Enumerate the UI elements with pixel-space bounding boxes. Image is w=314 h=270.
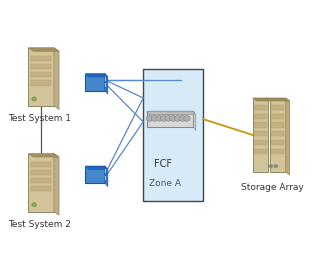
Polygon shape	[54, 154, 59, 215]
FancyBboxPatch shape	[271, 113, 284, 119]
FancyBboxPatch shape	[271, 140, 284, 145]
Polygon shape	[105, 166, 108, 187]
Circle shape	[269, 164, 273, 168]
Circle shape	[32, 203, 36, 207]
FancyBboxPatch shape	[31, 162, 51, 167]
FancyBboxPatch shape	[31, 56, 51, 61]
FancyBboxPatch shape	[270, 98, 286, 172]
Polygon shape	[193, 111, 196, 131]
FancyBboxPatch shape	[28, 154, 54, 212]
FancyBboxPatch shape	[31, 186, 51, 191]
FancyBboxPatch shape	[254, 140, 267, 145]
Circle shape	[32, 97, 36, 101]
Text: Test System 1: Test System 1	[8, 114, 71, 123]
Circle shape	[174, 116, 181, 121]
FancyBboxPatch shape	[271, 131, 284, 136]
Circle shape	[165, 116, 171, 121]
Polygon shape	[286, 98, 290, 175]
FancyBboxPatch shape	[85, 73, 105, 91]
Polygon shape	[147, 111, 196, 115]
FancyBboxPatch shape	[147, 111, 193, 127]
FancyBboxPatch shape	[31, 80, 51, 86]
FancyBboxPatch shape	[254, 149, 267, 154]
Circle shape	[170, 116, 176, 121]
Circle shape	[156, 116, 162, 121]
Polygon shape	[28, 154, 59, 157]
Polygon shape	[85, 73, 108, 77]
FancyBboxPatch shape	[254, 105, 267, 110]
FancyBboxPatch shape	[104, 175, 106, 180]
FancyBboxPatch shape	[104, 168, 106, 173]
FancyBboxPatch shape	[31, 72, 51, 77]
Circle shape	[160, 116, 167, 121]
FancyBboxPatch shape	[104, 76, 106, 81]
FancyBboxPatch shape	[253, 98, 268, 172]
FancyBboxPatch shape	[254, 131, 267, 136]
Text: Storage Array: Storage Array	[241, 183, 304, 192]
Polygon shape	[85, 166, 108, 170]
Circle shape	[184, 116, 190, 121]
Text: Test System 2: Test System 2	[8, 220, 71, 229]
FancyBboxPatch shape	[254, 122, 267, 128]
FancyBboxPatch shape	[85, 166, 105, 183]
FancyBboxPatch shape	[271, 122, 284, 128]
Polygon shape	[28, 48, 59, 51]
Text: FCF: FCF	[154, 159, 172, 169]
FancyBboxPatch shape	[31, 64, 51, 69]
Text: Zone A: Zone A	[149, 180, 181, 188]
Polygon shape	[54, 48, 59, 109]
Polygon shape	[253, 98, 290, 101]
FancyBboxPatch shape	[104, 82, 106, 87]
FancyBboxPatch shape	[31, 170, 51, 175]
Circle shape	[179, 116, 186, 121]
FancyBboxPatch shape	[31, 178, 51, 183]
Circle shape	[151, 116, 158, 121]
FancyBboxPatch shape	[143, 69, 203, 201]
Polygon shape	[105, 73, 108, 94]
FancyBboxPatch shape	[271, 105, 284, 110]
FancyBboxPatch shape	[254, 113, 267, 119]
FancyBboxPatch shape	[271, 149, 284, 154]
Circle shape	[147, 116, 153, 121]
Circle shape	[274, 164, 278, 168]
FancyBboxPatch shape	[28, 48, 54, 106]
